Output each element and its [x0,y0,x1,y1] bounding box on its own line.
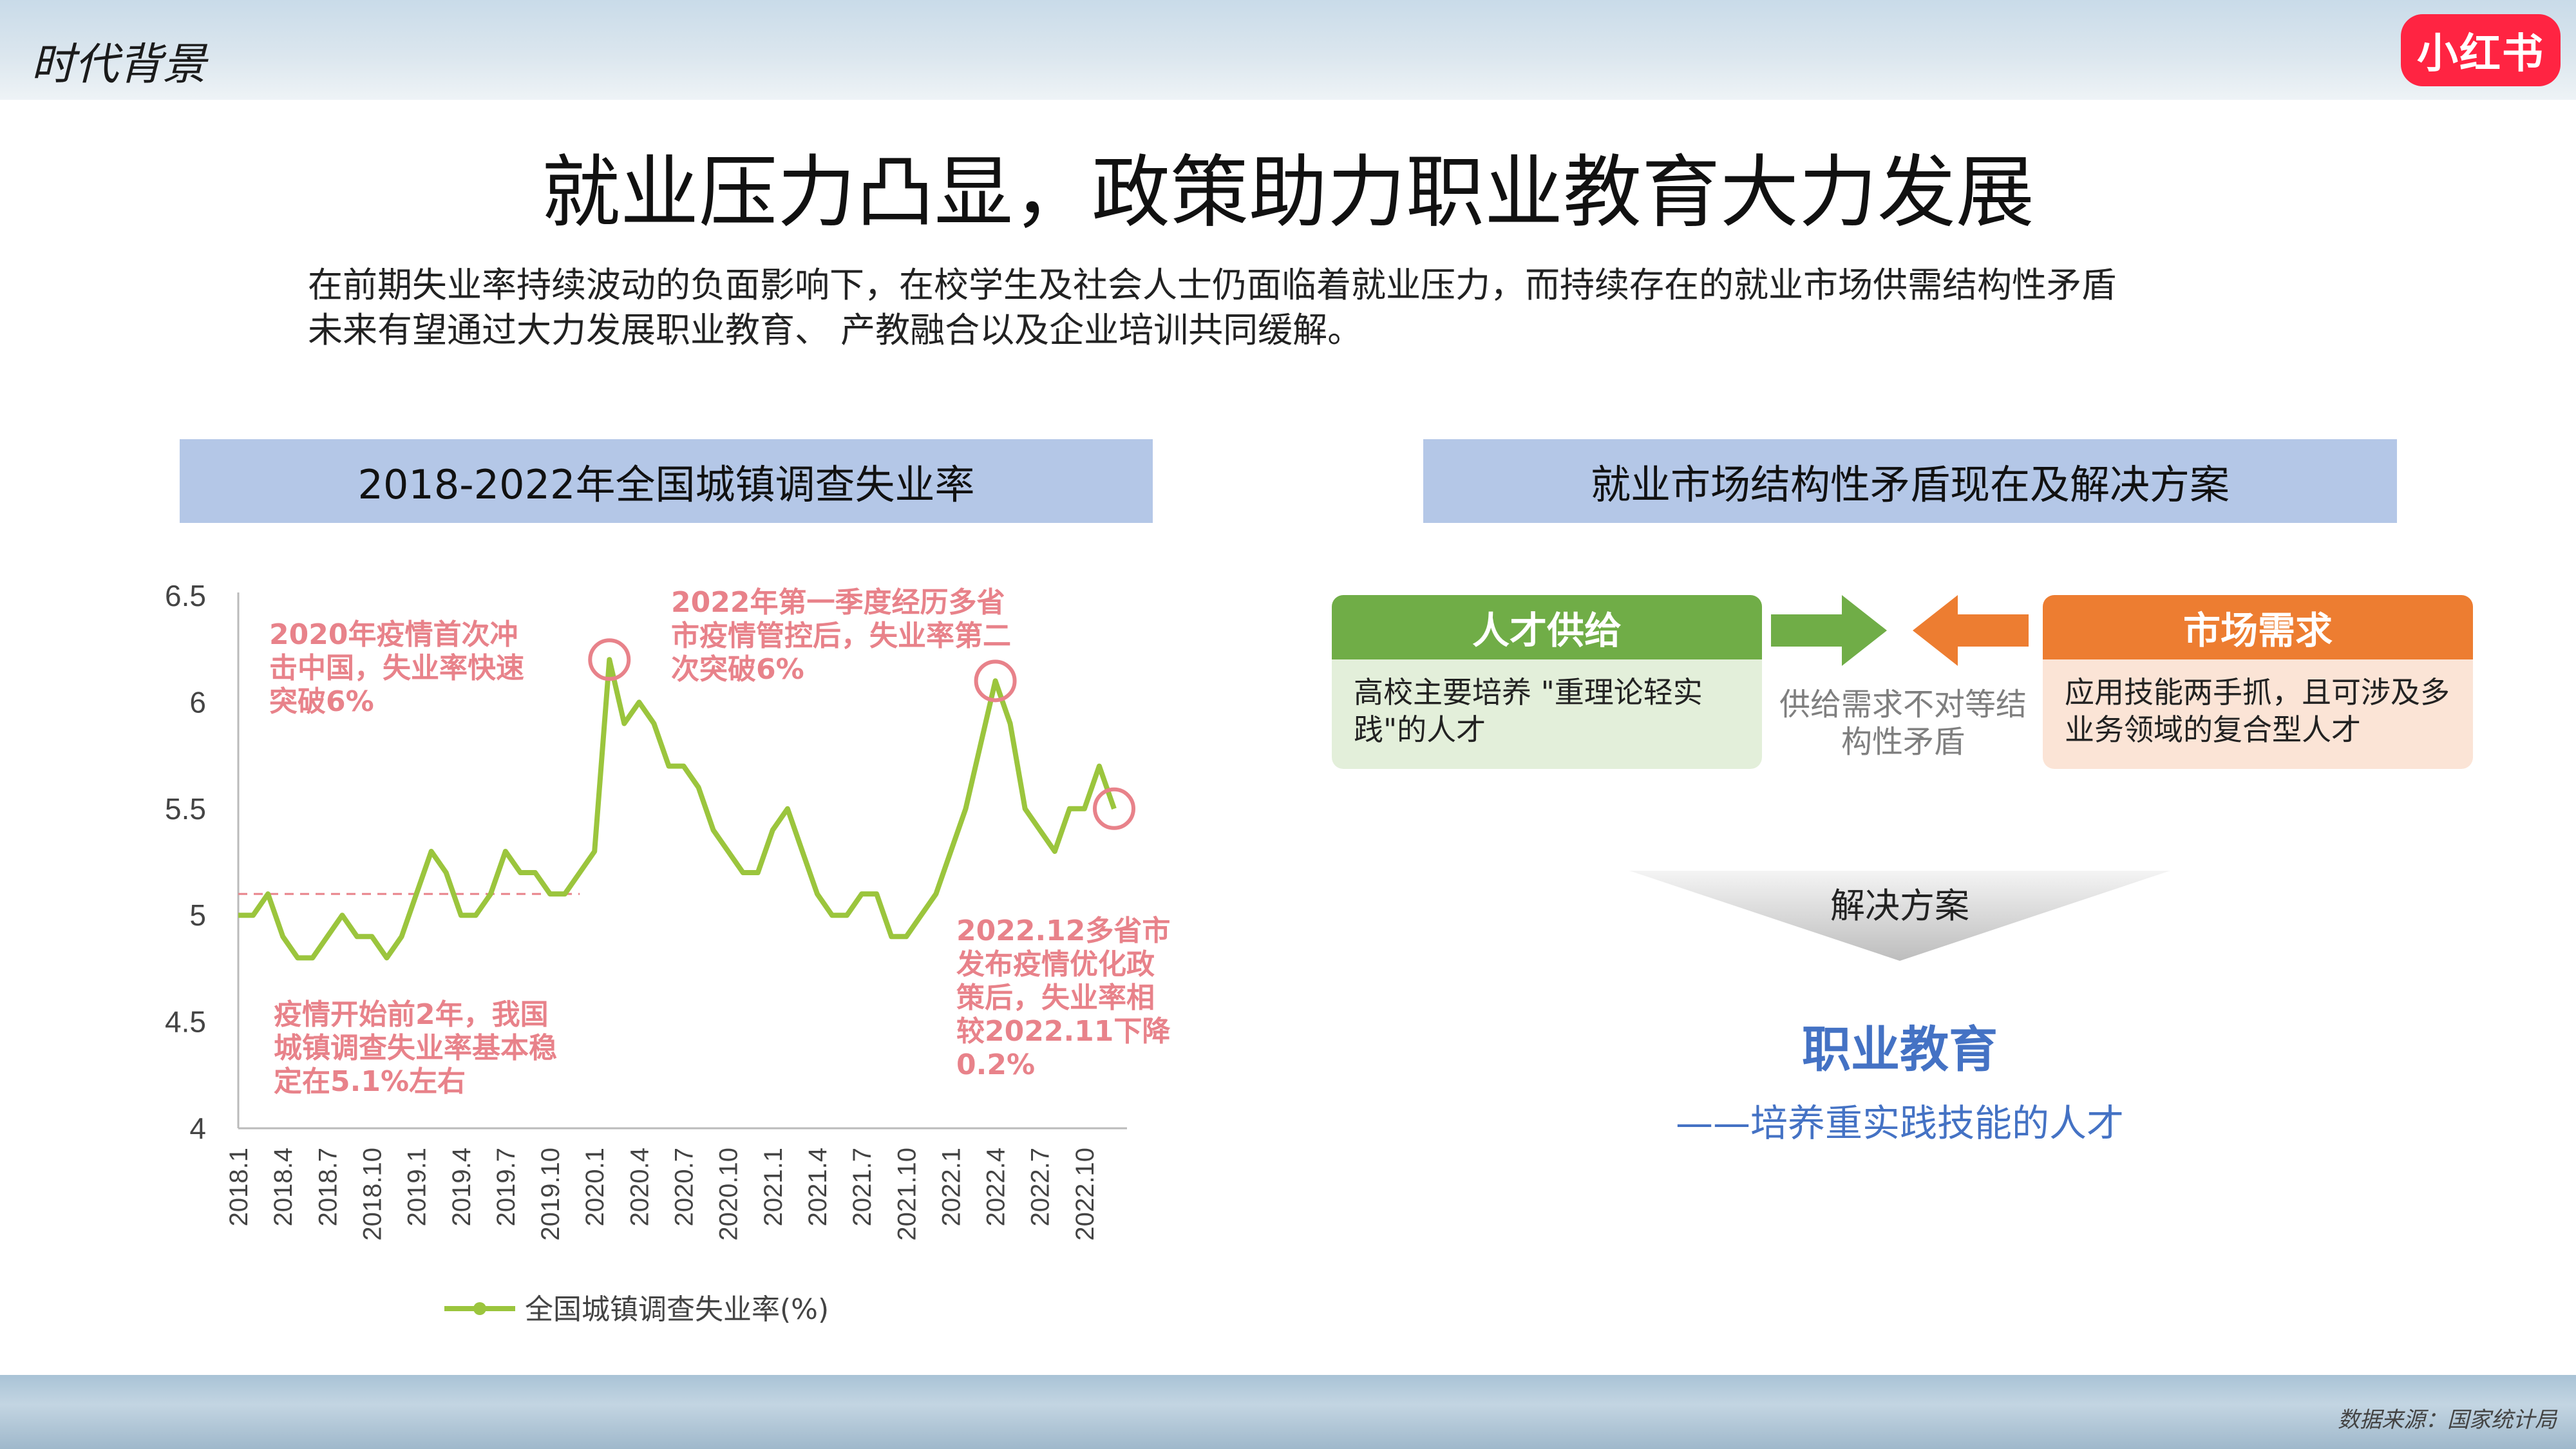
page-title: 就业压力凸显，政策助力职业教育大力发展 [542,147,2034,238]
solution-funnel-shape [1629,871,2170,961]
annotation-text: 策后，失业率相 [956,981,1155,1014]
unemployment-chart: 6.5 6 5.5 5 4.5 4 2018.1 2018.4 2018.7 2018.10 201… [165,579,1170,1326]
annotation-text: 发布疫情优化政 [956,948,1155,981]
intro-line-1: 在前期失业率持续波动的负面影响下，在校学生及社会人士仍面临着就业压力，而持续存在… [308,265,2116,305]
demand-desc: 应用技能两手抓，且可涉及多业务领域的复合型人才 [2065,675,2450,747]
supply-desc: 高校主要培养 "重理论轻实践"的人才 [1354,675,1703,747]
annotation-text: 城镇调查失业率基本稳 [274,1032,557,1065]
annotation-text: 2022年第一季度经历多省 [671,586,1005,619]
arrow-right-icon [1771,595,1887,666]
y-tick-label: 6.5 [165,579,206,612]
annotation-text: 市疫情管控后，失业率第二 [671,620,1011,652]
intro-line-2: 未来有望通过大力发展职业教育、 产教融合以及企业培训共同缓解。 [308,310,1363,350]
x-tick-label: 2022.10 [1071,1148,1099,1241]
x-tick-label: 2019.7 [492,1148,520,1226]
annotation-text: 2022.12多省市 [956,914,1170,947]
arrow-left-icon [1913,595,2029,666]
annotation-text: 疫情开始前2年，我国 [274,998,549,1031]
header-bar [0,0,2576,100]
y-tick-label: 5 [189,898,206,932]
legend-marker [473,1302,486,1315]
x-tick-label: 2018.4 [269,1148,298,1226]
annotation-text: 突破6% [269,685,374,718]
x-tick-label: 2020.10 [715,1148,743,1241]
x-tick-label: 2018.7 [314,1148,342,1226]
solution-subtitle: ——培养重实践技能的人才 [1675,1101,2124,1145]
intro-text: 在前期失业率持续波动的负面影响下，在校学生及社会人士仍面临着就业压力，而持续存在… [308,263,2433,353]
section-tag: 时代背景 [31,39,207,90]
x-tick-label: 2022.1 [937,1148,965,1226]
y-tick-label: 5.5 [165,792,206,826]
chart-banner: 2018-2022年全国城镇调查失业率 [180,439,1153,523]
annotation-text: 较2022.11下降 [956,1015,1170,1048]
x-tick-label: 2022.7 [1027,1148,1055,1226]
y-tick-label: 4 [189,1112,206,1145]
x-tick-label: 2021.1 [759,1148,788,1226]
x-tick-label: 2019.4 [448,1148,476,1226]
structure-banner: 就业市场结构性矛盾现在及解决方案 [1423,439,2397,523]
x-tick-label: 2020.1 [581,1148,609,1226]
x-tick-label: 2021.10 [893,1148,921,1241]
y-tick-label: 4.5 [165,1005,206,1039]
annotation-text: 0.2% [956,1048,1035,1081]
supply-title: 人才供给 [1332,595,1762,659]
x-tick-label: 2022.4 [982,1148,1010,1226]
highlight-circle [588,638,631,681]
annotation-text: 次突破6% [671,653,804,686]
x-tick-label: 2019.1 [403,1148,431,1226]
x-tick-label: 2021.4 [804,1148,832,1226]
x-tick-label: 2020.4 [625,1148,654,1226]
x-tick-label: 2020.7 [670,1148,699,1226]
x-tick-label: 2018.10 [358,1148,386,1241]
demand-title: 市场需求 [2043,595,2473,659]
annotation-text: 定在5.1%左右 [274,1065,466,1098]
x-tick-label: 2018.1 [225,1148,253,1226]
annotation-text: 击中国，失业率快速 [269,652,524,685]
x-tick-label: 2019.10 [536,1148,565,1241]
highlight-circle [1093,787,1135,830]
demand-card: 市场需求 应用技能两手抓，且可涉及多业务领域的复合型人才 [2043,595,2473,769]
legend-label: 全国城镇调查失业率(%) [525,1293,829,1326]
data-source: 数据来源：国家统计局 [2338,1407,2557,1433]
y-tick-label: 6 [189,685,206,719]
xiaohongshu-logo: 小红书 [2401,14,2561,86]
footer-bar [0,1375,2576,1449]
x-tick-label: 2021.7 [848,1148,876,1226]
solution-title: 职业教育 [1802,1021,1998,1078]
series-line [238,657,1117,961]
annotation-text: 2020年疫情首次冲 [269,618,518,651]
mismatch-text: 供给需求不对等结构性矛盾 [1779,687,2027,760]
solution-label: 解决方案 [1830,886,1969,926]
highlight-circle [974,659,1017,703]
supply-card: 人才供给 高校主要培养 "重理论轻实践"的人才 [1332,595,1762,769]
